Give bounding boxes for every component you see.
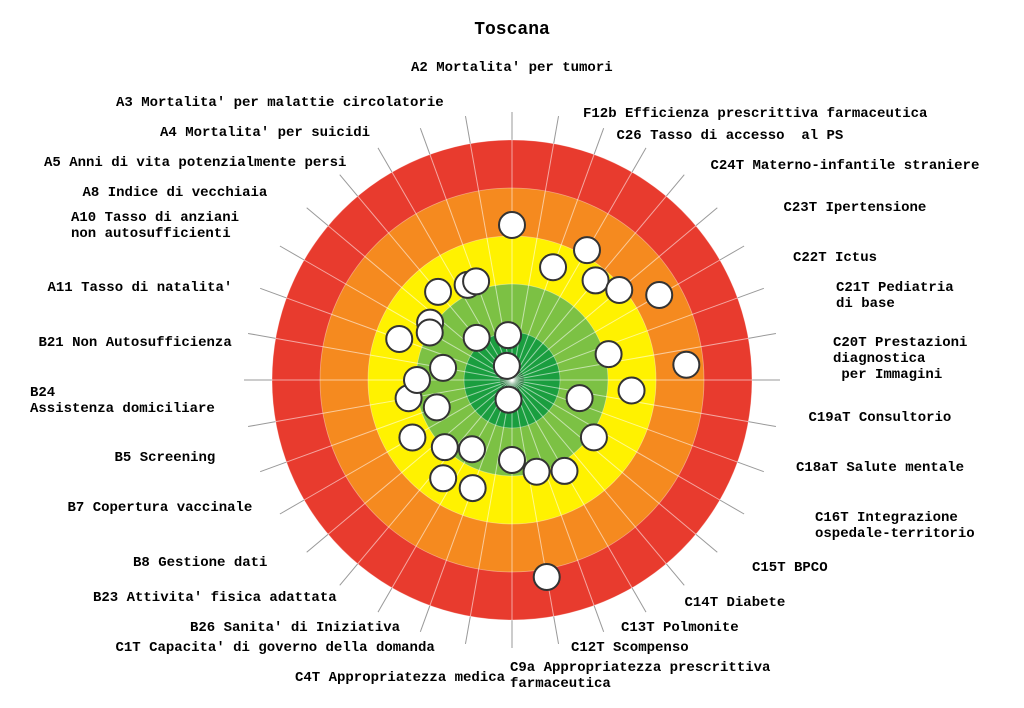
spoke-ext <box>378 588 392 612</box>
data-marker <box>430 465 456 491</box>
spoke-ext <box>307 208 328 226</box>
indicator-label: C19aT Consultorio <box>809 410 952 426</box>
indicator-label: C26 Tasso di accesso al PS <box>617 128 844 144</box>
data-marker <box>464 325 490 351</box>
indicator-label: B5 Screening <box>115 450 216 466</box>
data-marker <box>606 277 632 303</box>
spoke-ext <box>738 462 764 472</box>
spoke-ext <box>420 606 430 632</box>
indicator-label: B23 Attivita' fisica adattata <box>93 590 337 606</box>
data-marker <box>425 279 451 305</box>
spoke-ext <box>594 606 604 632</box>
indicator-label: C24T Materno-infantile straniere <box>711 158 980 174</box>
indicator-label: A2 Mortalita' per tumori <box>411 60 613 76</box>
spoke-ext <box>420 128 430 154</box>
spoke-ext <box>340 175 358 196</box>
spoke-ext <box>248 422 276 427</box>
spoke-ext <box>632 588 646 612</box>
data-marker <box>399 425 425 451</box>
data-marker <box>404 367 430 393</box>
spoke-ext <box>738 288 764 298</box>
indicator-label: A11 Tasso di natalita' <box>48 280 233 296</box>
indicator-label: C15T BPCO <box>752 560 828 576</box>
data-marker <box>496 387 522 413</box>
data-marker <box>524 459 550 485</box>
spoke-ext <box>554 616 559 644</box>
indicator-label: A5 Anni di vita potenzialmente persi <box>44 155 346 171</box>
indicator-label: B7 Copertura vaccinale <box>68 500 253 516</box>
indicator-label: C13T Polmonite <box>621 620 739 636</box>
spoke-ext <box>248 333 276 338</box>
data-marker <box>552 458 578 484</box>
data-marker <box>386 326 412 352</box>
indicator-label: C18aT Salute mentale <box>796 460 964 476</box>
spoke-ext <box>465 616 470 644</box>
indicator-label: A4 Mortalita' per suicidi <box>160 125 370 141</box>
spoke-ext <box>465 116 470 144</box>
spoke-ext <box>632 148 646 172</box>
data-marker <box>646 282 672 308</box>
data-marker <box>430 355 456 381</box>
indicator-label: C1T Capacita' di governo della domanda <box>116 640 435 656</box>
indicator-label: B24Assistenza domiciliare <box>30 385 215 417</box>
data-marker <box>619 377 645 403</box>
spoke-ext <box>280 246 304 260</box>
data-marker <box>540 254 566 280</box>
spoke-ext <box>307 534 328 552</box>
indicator-label: B8 Gestione dati <box>133 555 267 571</box>
indicator-label: C14T Diabete <box>685 595 786 611</box>
indicator-label: C21T Pediatriadi base <box>836 280 954 312</box>
indicator-label: C22T Ictus <box>793 250 877 266</box>
data-marker <box>495 322 521 348</box>
data-marker <box>567 385 593 411</box>
indicator-label: C12T Scompenso <box>571 640 689 656</box>
indicator-label: C23T Ipertensione <box>784 200 927 216</box>
spoke-ext <box>340 564 358 585</box>
indicator-label: A10 Tasso di anzianinon autosufficienti <box>71 210 239 242</box>
data-marker <box>673 352 699 378</box>
spoke-ext <box>666 175 684 196</box>
indicator-label: C16T Integrazioneospedale-territorio <box>815 510 975 542</box>
indicator-label: B21 Non Autosufficienza <box>39 335 232 351</box>
indicator-label: A8 Indice di vecchiaia <box>83 185 268 201</box>
spoke-ext <box>666 564 684 585</box>
spoke-ext <box>720 500 744 514</box>
data-marker <box>460 475 486 501</box>
data-marker <box>534 564 560 590</box>
indicator-label: C20T Prestazionidiagnostica per Immagini <box>833 335 967 383</box>
data-marker <box>494 353 520 379</box>
data-marker <box>574 237 600 263</box>
indicator-label: C4T Appropriatezza medica <box>295 670 505 686</box>
indicator-label: C9a Appropriatezza prescrittivafarmaceut… <box>510 660 770 692</box>
spoke-ext <box>720 246 744 260</box>
spoke-ext <box>748 333 776 338</box>
spoke-ext <box>594 128 604 154</box>
data-marker <box>417 320 443 346</box>
spoke-ext <box>260 288 286 298</box>
spoke-ext <box>554 116 559 144</box>
indicator-label: F12b Efficienza prescrittiva farmaceutic… <box>583 106 927 122</box>
spoke-ext <box>378 148 392 172</box>
data-marker <box>581 424 607 450</box>
data-marker <box>596 341 622 367</box>
data-marker <box>583 267 609 293</box>
indicator-label: B26 Sanita' di Iniziativa <box>190 620 400 636</box>
page-title: Toscana <box>0 20 1024 40</box>
data-marker <box>499 212 525 238</box>
data-marker <box>463 268 489 294</box>
indicator-label: A3 Mortalita' per malattie circolatorie <box>116 95 444 111</box>
spoke-ext <box>280 500 304 514</box>
data-marker <box>499 447 525 473</box>
data-marker <box>424 394 450 420</box>
spoke-ext <box>260 462 286 472</box>
spoke-ext <box>696 534 717 552</box>
data-marker <box>432 434 458 460</box>
spoke-ext <box>748 422 776 427</box>
data-marker <box>459 436 485 462</box>
spoke-ext <box>696 208 717 226</box>
